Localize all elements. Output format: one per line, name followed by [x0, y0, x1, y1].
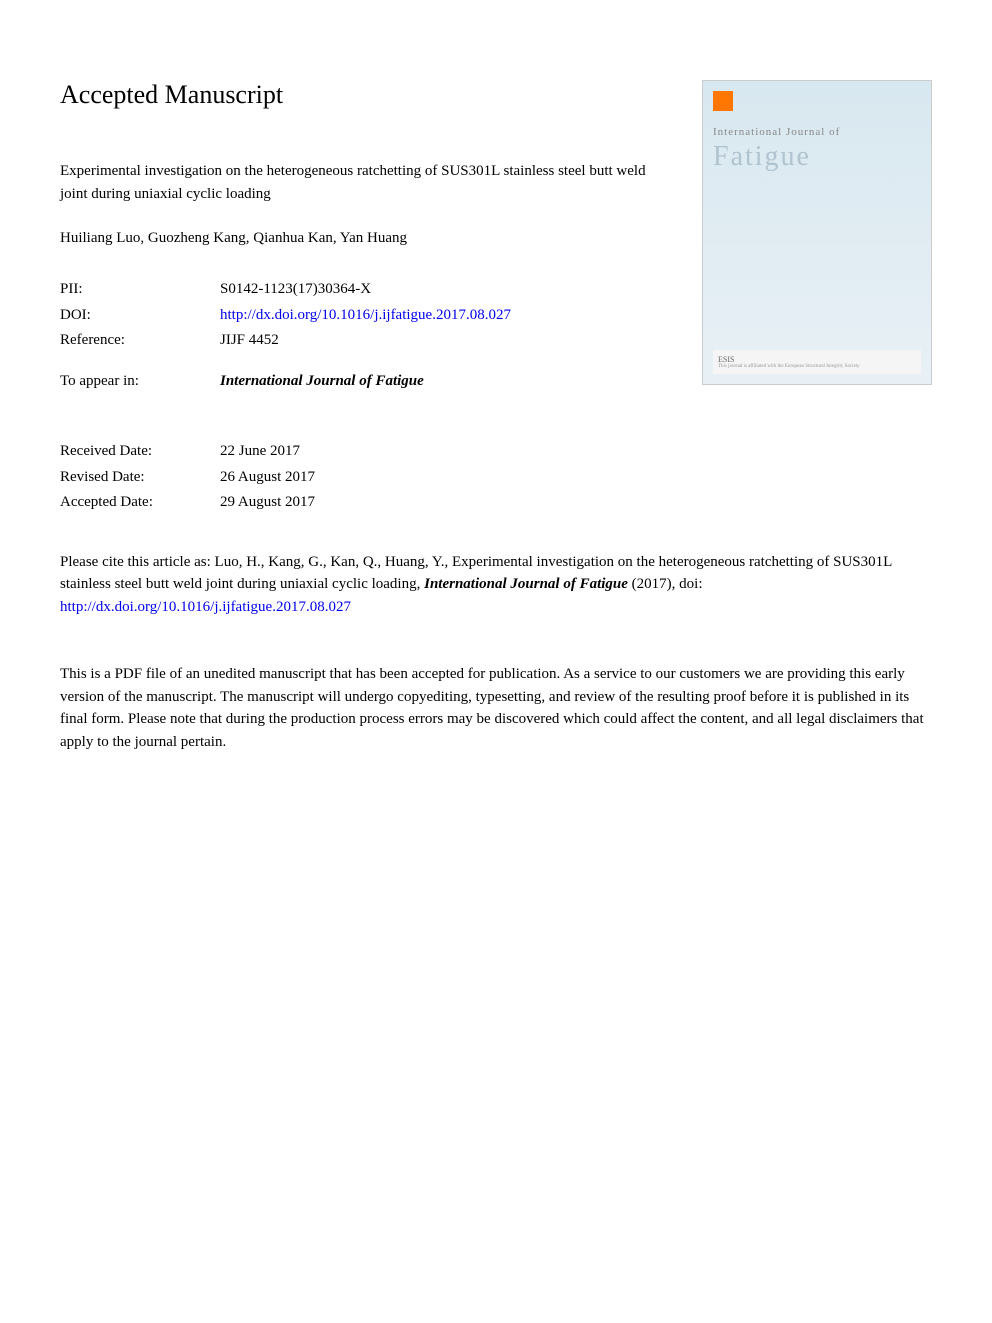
- pii-value: S0142-1123(17)30364-X: [220, 277, 672, 303]
- metadata-row-appear: To appear in: International Journal of F…: [60, 369, 672, 395]
- appear-label: To appear in:: [60, 369, 220, 395]
- elsevier-logo-icon: [713, 91, 733, 111]
- cover-header: [713, 91, 921, 111]
- doi-label: DOI:: [60, 303, 220, 329]
- reference-label: Reference:: [60, 328, 220, 354]
- citation-block: Please cite this article as: Luo, H., Ka…: [60, 551, 932, 619]
- citation-journal: International Journal of Fatigue: [424, 576, 628, 592]
- metadata-table: PII: S0142-1123(17)30364-X DOI: http://d…: [60, 277, 672, 394]
- article-authors: Huiliang Luo, Guozheng Kang, Qianhua Kan…: [60, 230, 672, 247]
- cover-footer-text: This journal is affiliated with the Euro…: [718, 364, 916, 369]
- received-label: Received Date:: [60, 439, 220, 465]
- header-section: Accepted Manuscript Experimental investi…: [60, 80, 932, 419]
- cover-footer-logo: ESIS: [718, 355, 916, 364]
- metadata-row-revised: Revised Date: 26 August 2017: [60, 465, 932, 491]
- cover-journal-label: International Journal of: [713, 126, 921, 138]
- received-value: 22 June 2017: [220, 439, 932, 465]
- reference-value: JIJF 4452: [220, 328, 672, 354]
- accepted-label: Accepted Date:: [60, 490, 220, 516]
- citation-year-doi: (2017), doi:: [628, 576, 703, 592]
- doi-link[interactable]: http://dx.doi.org/10.1016/j.ijfatigue.20…: [220, 307, 511, 323]
- revised-value: 26 August 2017: [220, 465, 932, 491]
- metadata-row-received: Received Date: 22 June 2017: [60, 439, 932, 465]
- accepted-value: 29 August 2017: [220, 490, 932, 516]
- cover-journal-name: Fatigue: [713, 143, 921, 171]
- metadata-row-pii: PII: S0142-1123(17)30364-X: [60, 277, 672, 303]
- citation-doi-link[interactable]: http://dx.doi.org/10.1016/j.ijfatigue.20…: [60, 599, 351, 615]
- page-title: Accepted Manuscript: [60, 80, 672, 110]
- metadata-row-spacer: [60, 354, 672, 369]
- header-left-column: Accepted Manuscript Experimental investi…: [60, 80, 702, 419]
- pii-label: PII:: [60, 277, 220, 303]
- metadata-row-accepted: Accepted Date: 29 August 2017: [60, 490, 932, 516]
- dates-section: Received Date: 22 June 2017 Revised Date…: [60, 439, 932, 516]
- appear-value: International Journal of Fatigue: [220, 369, 672, 395]
- metadata-row-doi: DOI: http://dx.doi.org/10.1016/j.ijfatig…: [60, 303, 672, 329]
- doi-value: http://dx.doi.org/10.1016/j.ijfatigue.20…: [220, 303, 672, 329]
- metadata-row-reference: Reference: JIJF 4452: [60, 328, 672, 354]
- revised-label: Revised Date:: [60, 465, 220, 491]
- journal-cover-thumbnail: International Journal of Fatigue ESIS Th…: [702, 80, 932, 385]
- disclaimer-block: This is a PDF file of an unedited manusc…: [60, 663, 932, 753]
- cover-footer: ESIS This journal is affiliated with the…: [713, 350, 921, 374]
- article-title: Experimental investigation on the hetero…: [60, 160, 672, 205]
